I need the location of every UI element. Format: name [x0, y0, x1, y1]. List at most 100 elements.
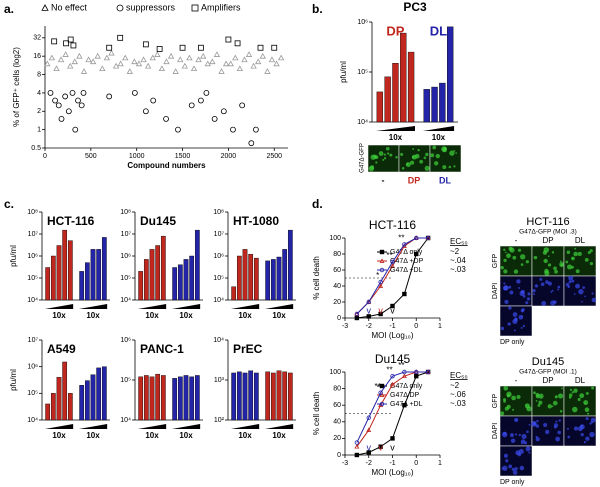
- bar: [384, 76, 391, 123]
- cell: [526, 297, 531, 301]
- cell: [400, 152, 404, 156]
- x-tick-label: 1: [438, 460, 442, 467]
- point: [70, 42, 77, 49]
- cell: [525, 446, 531, 452]
- y-axis-label: % cell death: [312, 256, 321, 300]
- x-tick-label: 0: [414, 323, 418, 330]
- cell: [545, 429, 550, 435]
- point: [106, 93, 113, 100]
- micrograph-subtitle: G47Δ-GFP (MOI .3): [519, 229, 577, 236]
- bar: [248, 254, 254, 301]
- chart-title: HCT-116: [369, 218, 416, 232]
- cell: [580, 424, 584, 427]
- annotation: *: [376, 271, 379, 280]
- point: [232, 54, 239, 61]
- row-label: GFP: [492, 253, 499, 268]
- x-tick-label: 500: [85, 153, 97, 160]
- cell: [527, 292, 531, 296]
- point: [52, 97, 58, 104]
- bar: [143, 259, 149, 301]
- bar: [101, 366, 107, 421]
- legend-label: G47Δ only: [390, 249, 423, 256]
- point: [106, 44, 113, 51]
- cell: [535, 424, 540, 428]
- cell: [559, 409, 563, 413]
- x-tick-label: 2000: [221, 153, 237, 160]
- cell: [507, 322, 511, 326]
- point: [163, 58, 170, 65]
- dose-wedge: [264, 424, 294, 429]
- point: [253, 126, 259, 133]
- y-tick-label: 1: [37, 126, 41, 133]
- point: [80, 90, 87, 96]
- cell: [543, 423, 548, 428]
- point: [67, 36, 74, 43]
- cell: [569, 388, 573, 391]
- dose-wedge: [78, 304, 108, 309]
- bar: [265, 260, 271, 301]
- cell: [561, 387, 563, 390]
- legend-marker: [379, 249, 385, 255]
- cell: [520, 326, 523, 329]
- cell: [553, 266, 557, 271]
- extra-label: DP only: [500, 479, 525, 486]
- bar: [253, 257, 259, 301]
- cell: [525, 404, 528, 406]
- point: [273, 60, 280, 67]
- point: [264, 68, 271, 74]
- y-tick-label: 2: [37, 108, 41, 115]
- point: [181, 62, 189, 69]
- cell: [578, 289, 584, 295]
- group-label: 10x: [179, 431, 193, 440]
- legend-label: No effect: [51, 2, 87, 12]
- column-label: DP: [542, 236, 553, 245]
- cell: [425, 152, 429, 157]
- cell: [503, 258, 507, 263]
- cell: [555, 436, 561, 442]
- cell: [448, 165, 452, 169]
- y-tick-label: 20: [333, 299, 341, 306]
- column-label: DL: [575, 236, 586, 245]
- group-label: 10x: [52, 431, 66, 440]
- dose-wedge: [44, 304, 74, 309]
- cell: [533, 391, 536, 395]
- cell: [522, 324, 526, 328]
- bar: [248, 370, 254, 421]
- cell: [585, 417, 589, 421]
- point: [142, 41, 149, 48]
- point: [255, 58, 262, 65]
- cell: [449, 150, 455, 156]
- cell: [505, 251, 507, 254]
- cell: [411, 155, 415, 159]
- point: [158, 65, 166, 72]
- point: [245, 51, 253, 57]
- y-tick-label: 10²: [214, 417, 225, 424]
- cell: [589, 261, 594, 266]
- point: [186, 54, 193, 61]
- legend-marker: [379, 258, 385, 263]
- group-label: 10x: [432, 133, 446, 142]
- point: [259, 52, 266, 59]
- x-tick-label: -2: [366, 323, 372, 330]
- cell: [581, 300, 583, 303]
- y-axis-label: pfu/ml: [339, 61, 348, 83]
- bar: [376, 91, 383, 123]
- bar: [423, 89, 430, 123]
- cell: [568, 280, 572, 284]
- cell: [558, 419, 561, 422]
- bar: [90, 249, 96, 301]
- cell: [528, 451, 531, 454]
- cell: [566, 427, 569, 430]
- column-label: DL: [439, 175, 451, 185]
- legend-label: G47Δ +DL: [390, 267, 423, 274]
- cell: [520, 289, 525, 294]
- y-tick-label: 10⁷: [28, 231, 39, 238]
- point: [366, 450, 371, 455]
- cell: [554, 269, 558, 274]
- bar: [138, 376, 144, 421]
- legend-marker: [379, 383, 385, 389]
- panel-label: d.: [312, 197, 323, 211]
- point: [71, 58, 78, 65]
- point: [241, 56, 248, 63]
